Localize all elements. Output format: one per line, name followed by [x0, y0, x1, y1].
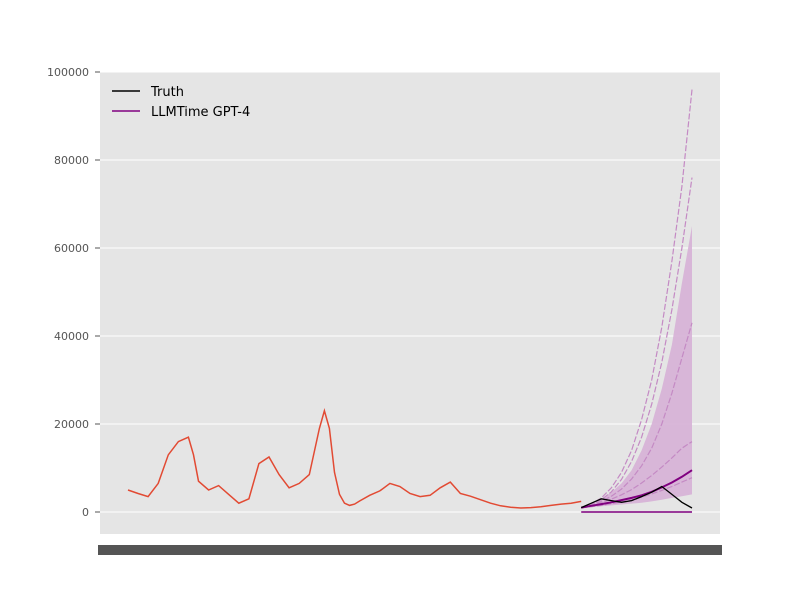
forecast-band-group	[581, 226, 692, 508]
legend[interactable]: Truth LLMTime GPT-4	[112, 85, 250, 120]
y-tick-label-1: 20000	[54, 418, 89, 431]
truth-line	[580, 485, 693, 509]
history-line	[127, 408, 582, 509]
y-tick-label-3: 60000	[54, 242, 89, 255]
forecast-sample-2	[581, 177, 693, 509]
series-lines-group	[127, 408, 693, 513]
y-tick-label-5: 100000	[47, 66, 89, 79]
y-tick-label-0: 0	[82, 506, 89, 519]
forecast-band	[581, 226, 692, 508]
legend-truth-label: Truth	[150, 85, 184, 100]
plot-background	[100, 72, 720, 534]
y-tick-label-2: 40000	[54, 330, 89, 343]
x-tick-labels-band	[98, 545, 722, 555]
y-axis-ticks: 0 20000 40000 60000 80000 100000	[47, 66, 100, 519]
y-tick-label-4: 80000	[54, 154, 89, 167]
forecast-median-line	[581, 469, 693, 509]
forecast-sample-3	[581, 441, 693, 509]
x-axis-ticks	[98, 545, 722, 555]
legend-forecast-label: LLMTime GPT-4	[151, 105, 250, 120]
forecast-sample-0	[581, 322, 693, 509]
